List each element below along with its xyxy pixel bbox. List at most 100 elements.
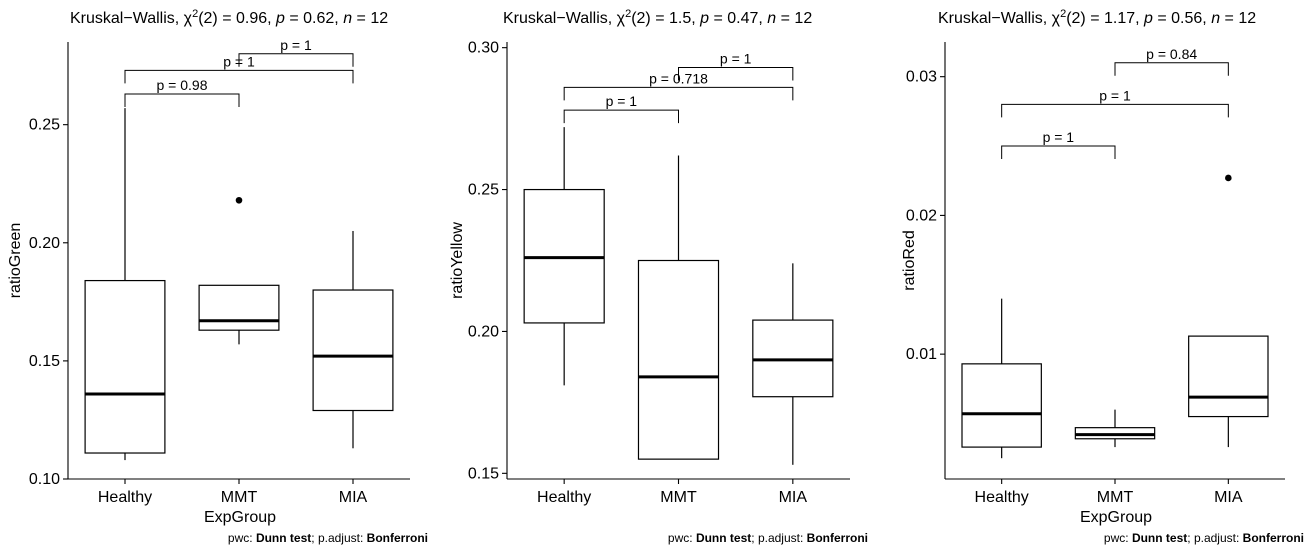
chart-title: Kruskal−Wallis, χ2(2) = 1.17, p = 0.56, … [938, 8, 1256, 27]
title-p-value: = 0.47, [709, 10, 767, 27]
caption-mid: ; p.adjust: [311, 531, 366, 545]
y-tick-label: 0.25 [29, 117, 60, 134]
caption-test: Dunn test [256, 531, 311, 545]
title-p: p [275, 10, 285, 27]
caption: pwc: Dunn test; p.adjust: Bonferroni [668, 531, 868, 545]
comparison-bracket: p = 1 [1001, 87, 1229, 118]
comparison-bracket: p = 0.84 [1114, 46, 1229, 76]
bracket-label: p = 1 [1043, 129, 1075, 145]
caption-adjust: Bonferroni [807, 531, 868, 545]
box-healthy [961, 298, 1042, 459]
title-p: p [699, 10, 709, 27]
x-tick-label: Healthy [975, 489, 1029, 506]
x-tick-label: MMT [221, 489, 258, 506]
box-healthy [84, 108, 166, 461]
y-tick-label: 0.02 [906, 207, 937, 224]
caption-pre: pwc: [1104, 531, 1132, 545]
panel-red: Kruskal−Wallis, χ2(2) = 1.17, p = 0.56, … [901, 8, 1304, 545]
y-tick-label: 0.10 [29, 471, 60, 488]
bracket-line [1001, 145, 1116, 160]
box-mmt [1074, 409, 1156, 448]
bracket-label: p = 0.84 [1146, 46, 1197, 62]
box-iqr [198, 284, 280, 331]
box-iqr [961, 363, 1042, 448]
outlier-point [235, 196, 243, 204]
caption-mid: ; p.adjust: [1187, 531, 1242, 545]
title-stat: (2) = 1.17, [1066, 10, 1144, 27]
y-tick-label: 0.15 [29, 353, 60, 370]
bracket-line [124, 69, 354, 84]
title-main: Kruskal−Wallis, χ [503, 10, 626, 27]
title-stat: (2) = 1.5, [631, 10, 700, 27]
title-sup: 2 [192, 8, 198, 20]
box-mia [752, 263, 834, 465]
title-stat: (2) = 0.96, [198, 10, 276, 27]
caption-test: Dunn test [696, 531, 751, 545]
title-sup: 2 [1060, 8, 1066, 20]
title-n-value: = 12 [352, 10, 388, 27]
box-mmt [637, 155, 720, 460]
title-n: n [767, 10, 776, 27]
x-tick-label: Healthy [537, 489, 591, 506]
caption-adjust: Bonferroni [367, 531, 428, 545]
y-tick-label: 0.15 [468, 465, 499, 482]
title-n: n [1211, 10, 1220, 27]
bracket-line [678, 67, 794, 81]
bracket-label: p = 1 [606, 93, 638, 109]
caption-pre: pwc: [668, 531, 696, 545]
y-axis-label: ratioRed [901, 230, 918, 290]
box-mmt [198, 196, 280, 345]
x-tick-label: MIA [779, 489, 808, 506]
y-tick-label: 0.03 [906, 69, 937, 86]
bracket-line [238, 53, 354, 67]
box-iqr [84, 279, 166, 454]
bracket-label: p = 1 [280, 37, 312, 53]
bracket-label: p = 0.98 [157, 77, 208, 93]
y-axis-label: ratioYellow [449, 222, 466, 299]
comparison-bracket: p = 1 [238, 37, 354, 67]
comparison-bracket: p = 1 [1001, 129, 1116, 160]
panel-yellow: Kruskal−Wallis, χ2(2) = 1.5, p = 0.47, n… [449, 8, 868, 545]
x-tick-label: MIA [1214, 489, 1243, 506]
title-p-value: = 0.62, [285, 10, 343, 27]
caption-adjust: Bonferroni [1243, 531, 1304, 545]
box-healthy [523, 127, 605, 386]
title-p: p [1143, 10, 1153, 27]
caption-pre: pwc: [228, 531, 256, 545]
box-iqr [637, 259, 720, 460]
y-tick-label: 0.01 [906, 346, 937, 363]
y-tick-label: 0.30 [468, 40, 499, 57]
title-sup: 2 [625, 8, 631, 20]
bracket-label: p = 1 [1099, 87, 1131, 103]
comparison-bracket: p = 1 [678, 51, 794, 81]
caption: pwc: Dunn test; p.adjust: Bonferroni [228, 531, 428, 545]
caption: pwc: Dunn test; p.adjust: Bonferroni [1104, 531, 1304, 545]
title-p-value: = 0.56, [1153, 10, 1211, 27]
box-mia [1188, 174, 1269, 448]
y-axis-label: ratioGreen [7, 223, 24, 299]
box-mia [312, 230, 394, 449]
caption-test: Dunn test [1132, 531, 1187, 545]
x-tick-label: MMT [660, 489, 697, 506]
bracket-line [1114, 62, 1229, 76]
title-n: n [343, 10, 352, 27]
x-axis-label: ExpGroup [1080, 509, 1152, 526]
bracket-line [1001, 103, 1229, 118]
box-iqr [312, 289, 394, 412]
bracket-line [563, 109, 679, 124]
y-tick-label: 0.20 [468, 323, 499, 340]
y-tick-label: 0.20 [29, 235, 60, 252]
x-axis-label: ExpGroup [204, 509, 276, 526]
x-tick-label: MMT [1097, 489, 1134, 506]
bracket-line [563, 86, 794, 101]
bracket-label: p = 1 [720, 51, 752, 67]
comparison-bracket: p = 1 [563, 93, 679, 124]
comparison-bracket: p = 0.98 [124, 77, 240, 107]
x-tick-label: MIA [339, 489, 368, 506]
title-n-value: = 12 [776, 10, 812, 27]
title-n-value: = 12 [1220, 10, 1256, 27]
y-tick-label: 0.25 [468, 182, 499, 199]
panel-green: Kruskal−Wallis, χ2(2) = 0.96, p = 0.62, … [7, 8, 428, 545]
chart-title: Kruskal−Wallis, χ2(2) = 1.5, p = 0.47, n… [503, 8, 812, 27]
